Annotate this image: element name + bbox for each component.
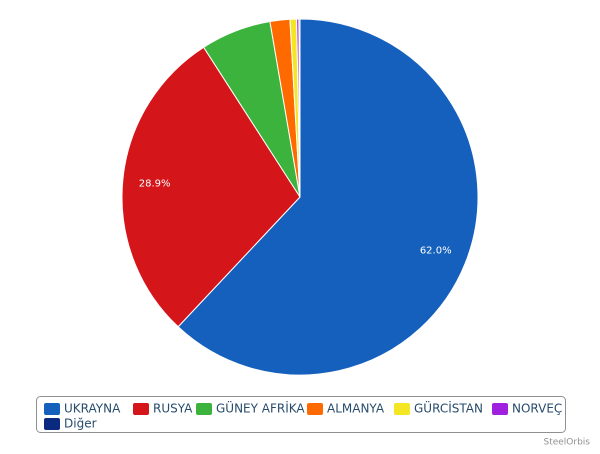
legend-swatch <box>133 403 149 415</box>
legend-swatch <box>44 403 60 415</box>
legend-label: GÜNEY AFRİKA <box>216 400 305 416</box>
legend-label: Diğer <box>64 417 97 431</box>
data-label: 28.9% <box>139 179 171 190</box>
credit: SteelOrbis <box>543 438 590 448</box>
legend-swatch <box>492 403 508 415</box>
pie-slice <box>121 46 301 328</box>
legend-swatch <box>196 403 212 415</box>
legend-label: NORVEÇ <box>512 402 562 416</box>
legend-label: UKRAYNA <box>64 402 121 416</box>
legend-swatch <box>44 418 60 430</box>
pie-slice <box>177 18 479 376</box>
legend-label: GÜRCİSTAN <box>414 400 483 416</box>
pie-slice <box>298 18 301 198</box>
data-label: 62.0% <box>420 246 452 257</box>
legend-swatch <box>307 403 323 415</box>
legend-label: RUSYA <box>153 402 193 416</box>
legend-box <box>36 396 566 433</box>
legend-swatch <box>394 403 410 415</box>
legend-label: ALMANYA <box>327 402 385 416</box>
